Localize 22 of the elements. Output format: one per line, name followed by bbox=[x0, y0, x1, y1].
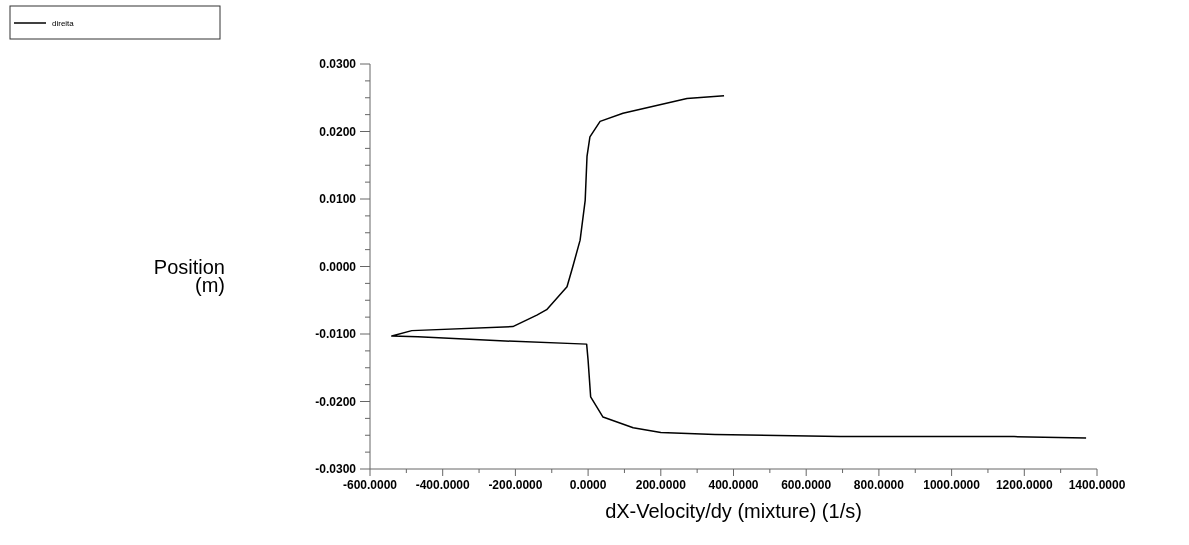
x-tick-label: -400.0000 bbox=[415, 478, 471, 492]
x-tick-label: 400.0000 bbox=[708, 478, 759, 492]
x-tick-label: -200.0000 bbox=[488, 478, 543, 492]
x-tick-label: 1200.0000 bbox=[995, 478, 1053, 492]
y-tick-label: -0.0300 bbox=[315, 462, 357, 476]
y-tick-label: 0.0200 bbox=[319, 124, 357, 139]
x-tick-label: 800.0000 bbox=[853, 478, 905, 492]
legend-label: direita bbox=[52, 19, 75, 28]
x-tick-label: 200.0000 bbox=[635, 478, 687, 492]
x-tick-label: -600.0000 bbox=[342, 478, 398, 492]
y-tick-label: 0.0000 bbox=[319, 259, 357, 274]
x-axis-title: dX-Velocity/dy (mixture) (1/s) bbox=[605, 500, 862, 522]
y-tick-label: 0.0100 bbox=[319, 192, 357, 206]
x-tick-label: 1000.0000 bbox=[923, 478, 981, 492]
y-tick-label: -0.0200 bbox=[315, 394, 357, 409]
x-tick-label: 600.0000 bbox=[781, 478, 832, 492]
line-series bbox=[391, 94, 1087, 439]
y-tick-label: -0.0100 bbox=[315, 327, 357, 341]
y-tick-label: 0.0300 bbox=[319, 57, 357, 71]
x-tick-label: 0.0000 bbox=[569, 478, 607, 492]
x-tick-label: 1400.0000 bbox=[1068, 478, 1126, 492]
y-axis-title: Position (m) bbox=[153, 256, 225, 296]
